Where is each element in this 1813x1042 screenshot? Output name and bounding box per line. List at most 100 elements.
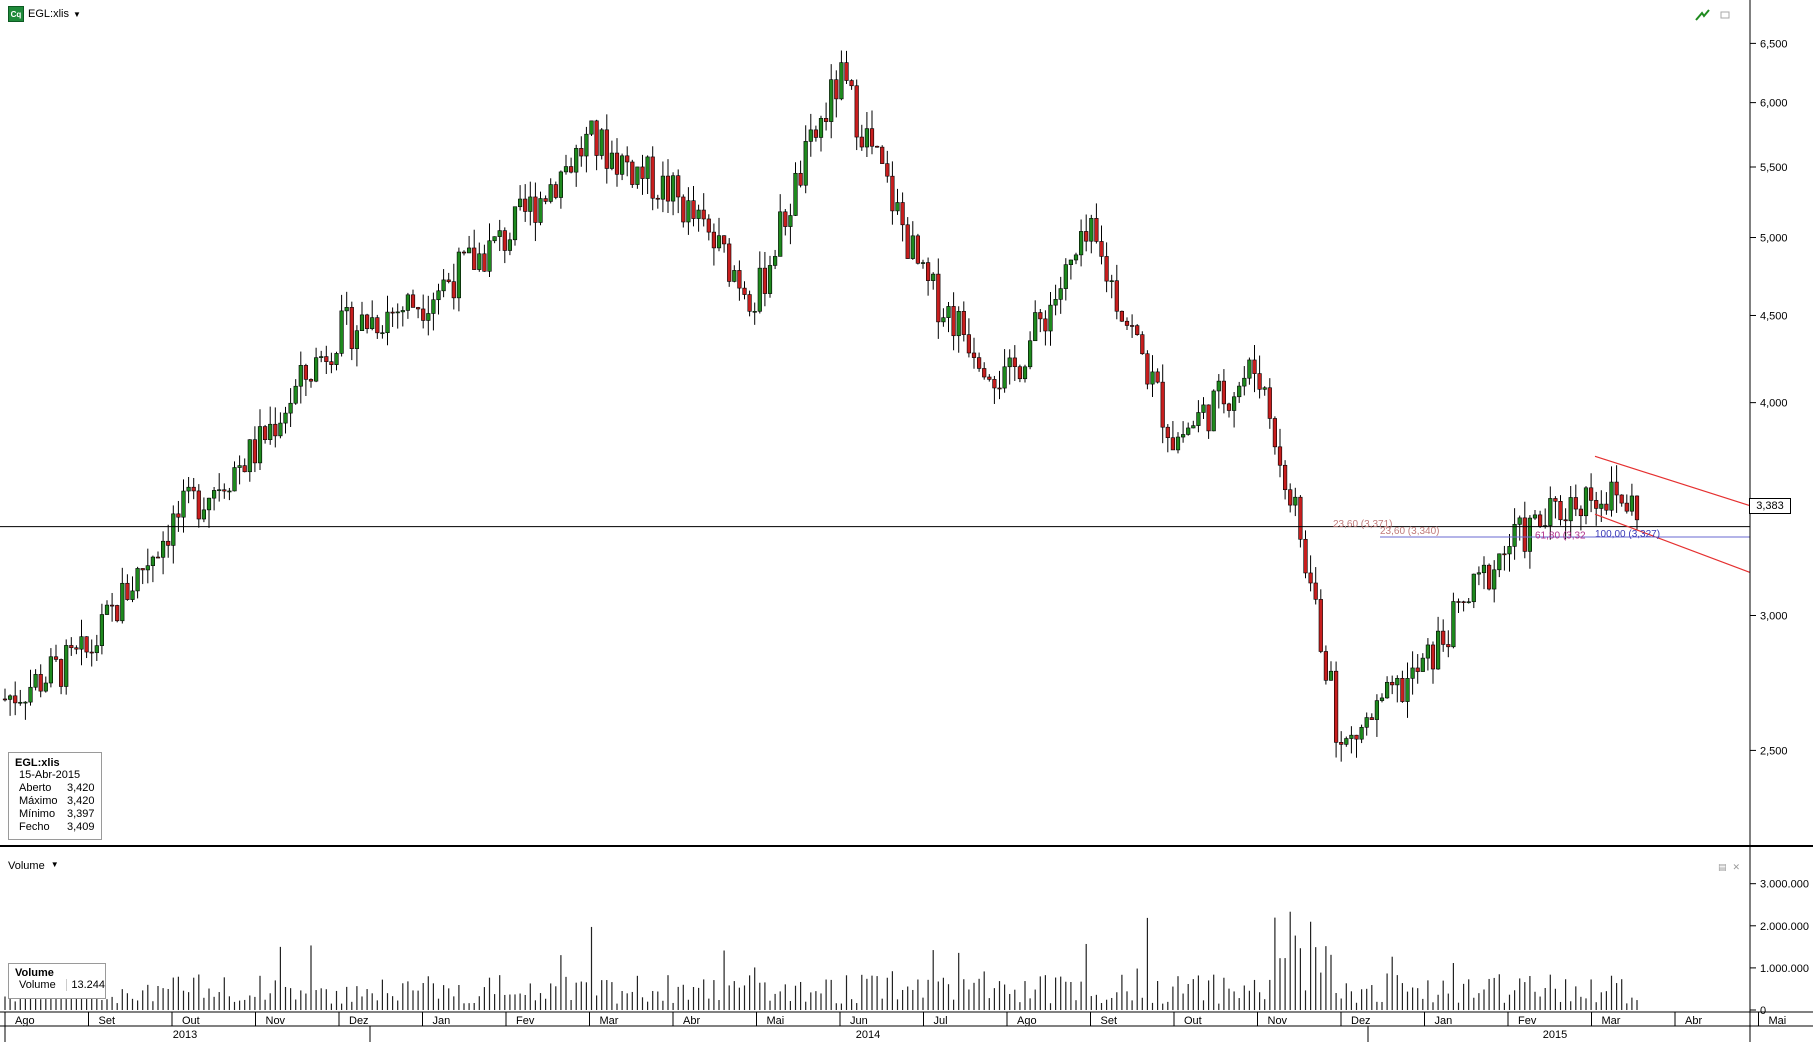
candle-body xyxy=(354,330,360,349)
candle-body xyxy=(614,152,620,175)
candle-body xyxy=(89,651,94,654)
candle-body xyxy=(421,308,426,321)
candle-body xyxy=(783,211,788,227)
candle-body xyxy=(1390,681,1395,686)
candle-body xyxy=(74,647,79,650)
candle-body xyxy=(1012,357,1017,367)
candle-body xyxy=(1007,357,1012,368)
candle-body xyxy=(43,682,48,692)
candle-body xyxy=(742,287,747,295)
candle-body xyxy=(293,385,298,404)
candle-body xyxy=(665,175,671,202)
info-row-low: Mínimo 3,397 xyxy=(19,808,95,820)
window-restore-icon[interactable] xyxy=(1720,10,1730,20)
candle-body xyxy=(28,686,33,703)
candle-body xyxy=(1186,427,1191,435)
candle-body xyxy=(461,251,467,254)
candle-body xyxy=(1288,489,1293,506)
candle-body xyxy=(1471,573,1476,603)
candle-body xyxy=(13,695,18,704)
candle-body xyxy=(594,120,599,156)
candle-body xyxy=(1527,517,1532,552)
symbol-label: EGL:xlis xyxy=(28,8,69,20)
x-tick-label: Fev xyxy=(1518,1015,1537,1027)
candle-body xyxy=(905,224,910,259)
candle-body xyxy=(33,674,38,688)
candle-body xyxy=(1634,495,1640,521)
candle-body xyxy=(38,674,43,692)
candle-body xyxy=(1099,241,1104,257)
candle-body xyxy=(1354,734,1359,740)
candle-body xyxy=(1252,359,1257,374)
candle-body xyxy=(385,311,390,334)
y-tick-label: 6,500 xyxy=(1760,38,1788,50)
candle-body xyxy=(982,368,987,378)
candle-body xyxy=(1084,231,1089,242)
candle-body xyxy=(1466,601,1471,604)
candle-body xyxy=(53,656,59,660)
candle-body xyxy=(1583,487,1589,517)
close-icon[interactable]: ✕ xyxy=(1732,862,1741,872)
candle-body xyxy=(553,184,558,198)
candle-body xyxy=(1609,481,1614,511)
y-tick-label: 5,500 xyxy=(1760,162,1788,174)
candle-body xyxy=(451,281,456,299)
candle-body xyxy=(1043,318,1048,332)
candle-body xyxy=(1104,256,1109,282)
x-tick-label: Mar xyxy=(600,1015,619,1027)
candle-body xyxy=(1201,404,1206,413)
candle-body xyxy=(920,262,926,264)
candle-body xyxy=(1063,264,1068,289)
candle-body xyxy=(1430,644,1436,670)
candle-body xyxy=(1379,697,1385,701)
x-tick-label: Dez xyxy=(349,1015,369,1027)
candle-body xyxy=(344,307,349,312)
candle-body xyxy=(1079,231,1084,256)
candle-body xyxy=(431,299,436,314)
candle-body xyxy=(788,215,793,227)
candle-body xyxy=(676,175,681,198)
trend-line-icon[interactable] xyxy=(1694,8,1710,22)
candle-body xyxy=(1313,582,1318,600)
candle-body xyxy=(1318,599,1323,652)
candle-body xyxy=(1298,496,1303,540)
candle-body xyxy=(1441,630,1446,645)
candle-body xyxy=(890,175,895,212)
candle-body xyxy=(910,235,915,259)
candle-body xyxy=(110,604,115,607)
candle-body xyxy=(1507,546,1512,555)
window-restore-icon[interactable]: ▤ xyxy=(1718,862,1727,872)
candle-body xyxy=(242,465,247,473)
candle-body xyxy=(813,129,818,138)
candle-body xyxy=(925,262,931,281)
candle-body xyxy=(171,513,176,546)
candle-body xyxy=(721,235,727,245)
candle-body xyxy=(472,247,477,270)
volume-selector[interactable]: Volume ▼ xyxy=(8,860,59,872)
x-tick-label: Dez xyxy=(1351,1015,1371,1027)
candle-body xyxy=(120,582,125,622)
candle-body xyxy=(772,256,778,266)
symbol-selector[interactable]: Cq EGL:xlis ▼ xyxy=(8,6,81,22)
candle-body xyxy=(1262,387,1267,390)
candle-body xyxy=(1446,644,1451,648)
candle-body xyxy=(400,310,405,313)
candle-body xyxy=(1155,371,1160,383)
candle-body xyxy=(987,376,992,380)
candle-body xyxy=(1456,601,1461,603)
candle-body xyxy=(115,605,120,622)
candle-body xyxy=(1283,464,1288,491)
candle-body xyxy=(543,198,548,202)
trend-line-upper xyxy=(1594,455,1751,507)
x-tick-label: Nov xyxy=(266,1015,286,1027)
candle-body xyxy=(1017,366,1022,380)
candle-body xyxy=(660,175,665,200)
candle-body xyxy=(767,265,773,294)
fib-label: 23,60 (3,340) xyxy=(1380,526,1440,537)
candle-body xyxy=(1364,717,1369,728)
candle-body xyxy=(1410,667,1415,679)
x-tick-label: Set xyxy=(99,1015,116,1027)
x-tick-label: Fev xyxy=(516,1015,535,1027)
x-tick-label: Jan xyxy=(433,1015,451,1027)
candle-body xyxy=(94,645,99,654)
